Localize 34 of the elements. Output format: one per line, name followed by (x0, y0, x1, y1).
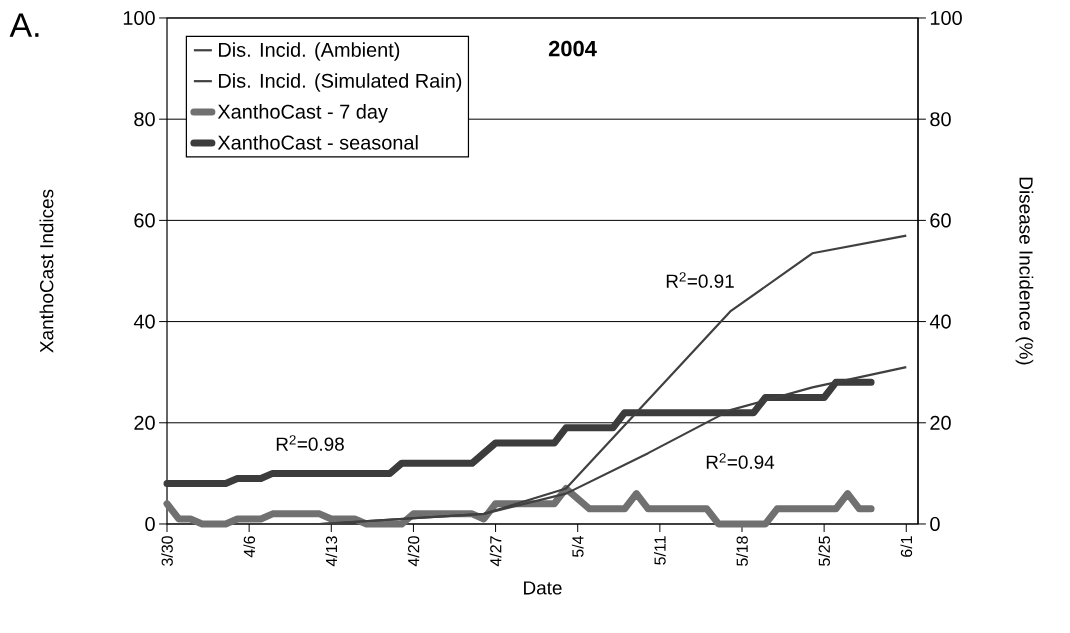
legend-label: XanthoCast - 7 day (217, 104, 388, 123)
x-axis-title: Date (524, 581, 562, 595)
annotation: R$^{2}$=0.98 (276, 435, 344, 451)
annotation: R$^{2}$=0.94 (706, 453, 775, 469)
y-tick-label: 100 (123, 10, 155, 26)
y2-axis-title: Disease Incidence (%) (1015, 177, 1034, 365)
y-axis-title: XanthoCast Indices (39, 189, 54, 353)
legend-label: Dis. Incid. (Ambient) (219, 42, 400, 61)
y2-tick-label: 40 (929, 314, 951, 329)
y-tick-label: 60 (134, 213, 155, 228)
y-tick-label: 0 (145, 516, 155, 532)
text: 2004 (548, 40, 597, 57)
x-tick-label: 4/20 (407, 536, 420, 567)
y2-tick-label: 100 (930, 10, 962, 26)
y2-tick-label: 0 (930, 516, 940, 532)
x-tick-label: 5/25 (818, 536, 830, 566)
x-tick-label: 5/11 (654, 536, 666, 565)
x-tick-label: 4/6 (243, 536, 256, 558)
y2-tick-label: 20 (930, 415, 951, 430)
legend-label: Dis. Incid. (Simulated Rain) (219, 73, 462, 92)
x-tick-label: 6/1 (900, 536, 913, 557)
x-tick-label: 4/27 (489, 536, 502, 567)
y-tick-label: 80 (134, 112, 155, 127)
annotation: R$^{2}$=0.91 (666, 272, 734, 288)
legend-label: XanthoCast - seasonal (217, 135, 418, 150)
x-tick-label: 5/4 (571, 535, 584, 558)
y2-tick-label: 80 (930, 112, 951, 127)
x-tick-label: 3/30 (161, 536, 173, 566)
y-tick-label: 20 (134, 415, 155, 430)
text: A. (9, 13, 39, 37)
y2-tick-label: 60 (930, 213, 951, 228)
x-tick-label: 5/18 (736, 536, 748, 566)
x-tick-label: 4/13 (325, 536, 338, 567)
y-tick-label: 40 (133, 314, 155, 329)
